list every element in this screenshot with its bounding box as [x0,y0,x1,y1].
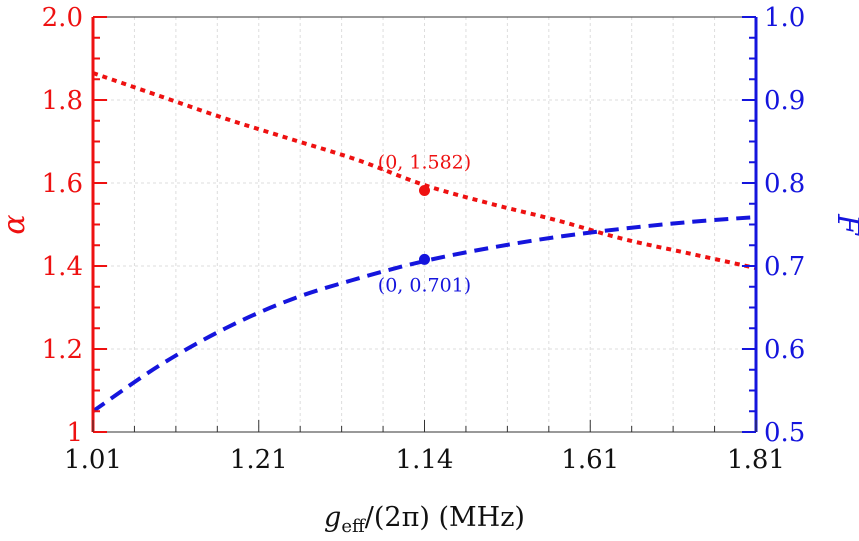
y-left-tick-label: 1.8 [42,86,83,116]
x-axis-title: geff/(2π) (MHz) [324,502,525,537]
y-right-tick-label: 0.7 [764,252,805,282]
fidelity-point-label: (0, 0.701) [378,274,471,296]
y-left-tick-label: 2.0 [42,3,83,33]
y-left-tick-label: 1.2 [42,335,83,365]
alpha-marker-point [419,184,430,196]
x-axis-title-subscript: eff [341,516,366,537]
y-right-tick-label: 1.0 [764,3,805,33]
tick-labels: 1 1.2 1.4 1.6 1.8 2.0 0.5 0.6 0.7 0.8 0.9 1.0 1.01 1.… [42,3,806,475]
x-axis-title-rest: /(2π) (MHz) [365,502,525,533]
x-tick-label: 1.14 [396,445,454,475]
y-right-tick-label: 0.5 [764,418,805,448]
y-left-tick-label: 1.6 [42,169,83,199]
x-tick-label: 1.61 [561,445,619,475]
x-tick-label: 1.01 [64,445,122,475]
fidelity-marker-point [419,253,430,265]
x-tick-label: 1.21 [230,445,288,475]
grid-lines [93,17,756,432]
y-right-tick-label: 0.6 [764,335,805,365]
annotated-points: (0, 1.582) (0, 0.701) [378,151,471,296]
y-axis-left-title: α [0,214,32,234]
axes-layer [91,16,758,433]
y-right-tick-label: 0.9 [764,86,805,116]
y-left-tick-label: 1 [66,418,83,448]
y-left-tick-label: 1.4 [42,252,83,282]
alpha-point-label: (0, 1.582) [378,151,471,173]
fidelity-series-line [91,215,757,413]
y-axis-right-title: F [830,213,859,236]
x-axis-title-symbol: g [324,502,341,533]
x-tick-label: 1.81 [727,445,785,475]
y-right-tick-label: 0.8 [764,169,805,199]
